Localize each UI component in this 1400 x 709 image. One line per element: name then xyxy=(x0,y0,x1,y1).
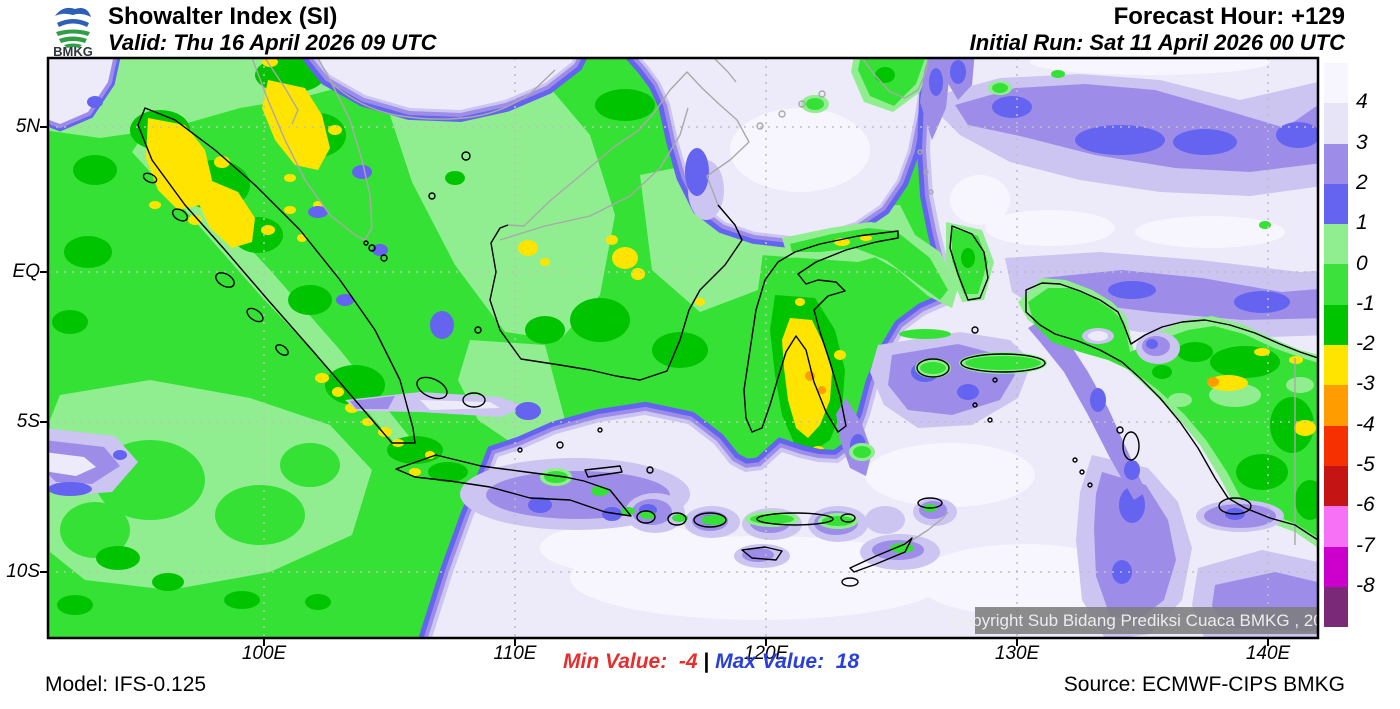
gridlines xyxy=(48,58,1318,638)
lon-tick-120e xyxy=(765,639,767,646)
lat-tick-5n xyxy=(40,126,48,128)
lon-label-120e: 120E xyxy=(743,643,789,664)
logo-wave-green-2 xyxy=(59,36,87,43)
legend-band-10 xyxy=(1324,465,1348,507)
legend-band-6 xyxy=(1324,304,1348,346)
lat-tick-5s xyxy=(40,421,48,423)
max-value: 18 xyxy=(835,650,860,673)
legend-tick-0: 0 xyxy=(1356,251,1368,275)
legend-band-12 xyxy=(1324,546,1348,587)
page-title: Showalter Index (SI) xyxy=(108,3,338,30)
lon-label-100e: 100E xyxy=(241,643,287,664)
max-value-label: Max Value: xyxy=(715,650,825,673)
copyright-text: Copyright Sub Bidang Prediksi Cuaca BMKG… xyxy=(950,611,1341,630)
legend-tick--5: -5 xyxy=(1356,452,1375,476)
logo-text: BMKG xyxy=(53,44,93,57)
lat-tick-10s xyxy=(40,571,48,573)
legend-band-13 xyxy=(1324,586,1348,628)
lon-label-140e: 140E xyxy=(1245,643,1291,664)
lon-tick-140e xyxy=(1267,639,1269,646)
legend-band-9 xyxy=(1324,425,1348,466)
legend-band-4 xyxy=(1324,224,1348,265)
legend-tick-4: 4 xyxy=(1356,90,1368,114)
lon-tick-100e xyxy=(263,639,265,646)
legend-tick--2: -2 xyxy=(1356,331,1375,355)
coastlines xyxy=(137,107,1318,587)
lat-label-5s: 5S xyxy=(16,411,40,432)
logo-wave-green-3 xyxy=(64,43,82,48)
forecast-hour: Forecast Hour: +129 xyxy=(1113,3,1345,30)
legend-tick-2: 2 xyxy=(1356,170,1368,194)
min-value-label: Min Value: xyxy=(563,650,668,673)
minmax-line: Min Value: -4 | Max Value: 18 xyxy=(563,650,859,674)
legend-tick--7: -7 xyxy=(1356,533,1375,557)
legend-tick--8: -8 xyxy=(1356,573,1375,597)
legend-tick--1: -1 xyxy=(1356,291,1375,315)
lon-tick-130e xyxy=(1016,639,1018,646)
legend-tick-3: 3 xyxy=(1356,130,1368,154)
legend-band-1 xyxy=(1324,103,1348,144)
lat-label-5n: 5N xyxy=(15,116,40,137)
copyright-bar xyxy=(975,607,1318,634)
model-label: Model: IFS-0.125 xyxy=(45,673,207,696)
legend-band-8 xyxy=(1324,385,1348,426)
foreign-coastlines xyxy=(251,58,1296,546)
legend-tick--3: -3 xyxy=(1356,372,1375,396)
lon-label-110e: 110E xyxy=(493,643,537,664)
map-fill-layers: Copyright Sub Bidang Prediksi Cuaca BMKG… xyxy=(48,58,1341,638)
map-border xyxy=(46,56,1320,640)
logo-wave-blue xyxy=(57,19,89,27)
legend-band-11 xyxy=(1324,506,1348,547)
legend-band-7 xyxy=(1324,345,1348,386)
logo-wave-green-1 xyxy=(56,29,90,36)
legend-swatches xyxy=(1324,63,1348,628)
legend-band-3 xyxy=(1324,183,1348,225)
legend-tick--6: -6 xyxy=(1356,493,1375,517)
initial-run: Initial Run: Sat 11 April 2026 00 UTC xyxy=(969,30,1345,55)
legend-tick--4: -4 xyxy=(1356,412,1375,436)
lat-label-10s: 10S xyxy=(6,561,40,582)
legend-band-2 xyxy=(1324,143,1348,184)
bmkg-logo: BMKG xyxy=(53,3,93,57)
legend-labels: 4 3 2 1 0 -1 -2 -3 -4 -5 -6 -7 -8 xyxy=(1356,63,1396,627)
min-value: -4 xyxy=(678,650,698,673)
lat-label-eq: EQ xyxy=(12,261,40,282)
legend-tick-1: 1 xyxy=(1356,210,1368,234)
logo-cloud-icon xyxy=(55,7,91,17)
legend-band-5 xyxy=(1324,264,1348,305)
minmax-separator: | xyxy=(703,650,710,673)
lat-tick-eq xyxy=(40,271,48,273)
lon-tick-110e xyxy=(514,639,516,646)
lon-label-130e: 130E xyxy=(994,643,1040,664)
legend-band-0 xyxy=(1324,63,1348,104)
source-label: Source: ECMWF-CIPS BMKG xyxy=(1063,673,1345,696)
valid-time: Valid: Thu 16 April 2026 09 UTC xyxy=(108,30,437,55)
